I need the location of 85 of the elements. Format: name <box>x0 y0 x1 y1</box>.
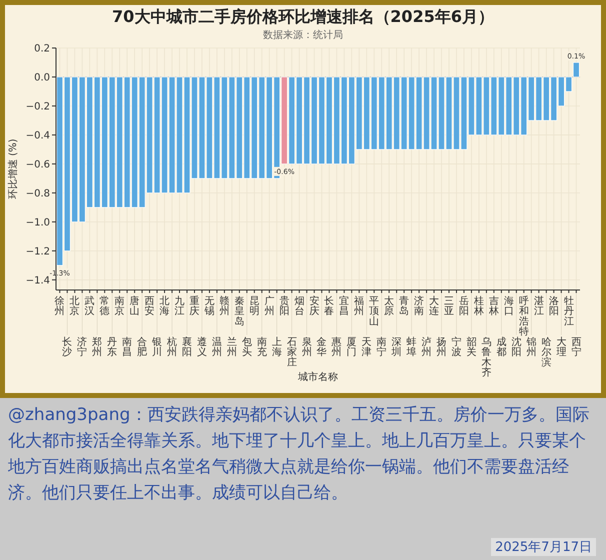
y-axis-title: 环比增速 (%) <box>7 138 19 200</box>
x-tick-label: 韶关 <box>466 336 476 358</box>
x-tick-label: 青岛 <box>399 295 410 318</box>
x-tick-label: 烟台 <box>294 295 304 318</box>
x-tick-label: 郑州 <box>92 336 102 358</box>
x-axis-title: 城市名称 <box>297 371 338 383</box>
y-tick-label: −0.2 <box>26 101 50 112</box>
x-tick-label: 湛江 <box>534 295 544 318</box>
x-tick-label: 宁波 <box>451 336 462 358</box>
x-tick-label: 锦州 <box>525 337 536 358</box>
x-tick-label: 昆明 <box>249 296 260 318</box>
y-tick-label: −0.6 <box>26 159 50 170</box>
x-tick-label: 常德 <box>100 295 110 318</box>
x-tick-label: 北海 <box>160 295 170 318</box>
x-tick-label: 福州 <box>354 295 364 318</box>
x-tick-label: 北京 <box>70 295 80 318</box>
x-tick-label: 无锡 <box>203 296 214 318</box>
x-tick-label: 秦皇岛 <box>234 296 244 328</box>
x-tick-label: 温州 <box>212 336 222 358</box>
y-tick-label: 0.2 <box>34 44 50 54</box>
x-tick-label: 蚌埠 <box>406 336 417 358</box>
x-tick-label: 兰州 <box>226 336 237 358</box>
x-tick-label: 乌鲁木齐 <box>481 336 492 379</box>
x-tick-label: 唐山 <box>130 295 140 318</box>
x-tick-label: 宜昌 <box>339 295 350 318</box>
x-tick-label: 徐州 <box>54 295 65 318</box>
x-tick-label: 杭州 <box>166 336 178 358</box>
x-tick-label: 襄阳 <box>182 336 192 358</box>
x-tick-label: 贵阳 <box>279 295 290 318</box>
x-tick-label: 金华 <box>316 336 327 358</box>
x-tick-label: 银川 <box>151 337 162 358</box>
x-tick-label: 武汉 <box>84 295 95 318</box>
x-tick-label: 大连 <box>429 295 440 318</box>
x-tick-label: 泸州 <box>422 336 432 358</box>
x-tick-label: 沈阳 <box>511 336 522 358</box>
x-tick-label: 遵义 <box>196 336 207 358</box>
x-tick-label: 长春 <box>324 295 334 318</box>
x-tick-label: 太原 <box>384 295 394 318</box>
chart-subtitle: 数据来源：统计局 <box>263 29 343 41</box>
x-tick-label: 哈尔滨 <box>541 336 552 368</box>
x-tick-label: 扬州 <box>436 336 447 358</box>
x-tick-label: 平顶山 <box>369 296 380 328</box>
y-tick-label: −1.2 <box>26 246 50 258</box>
x-tick-label: 三亚 <box>444 296 454 318</box>
x-tick-label: 呼和浩特 <box>518 295 529 338</box>
x-tick-label: 丹东 <box>107 337 118 358</box>
y-tick-label: −1.0 <box>26 217 50 228</box>
x-tick-label: 南宁 <box>376 336 387 358</box>
x-tick-label: 安庆 <box>309 295 320 318</box>
x-tick-label: 长沙 <box>62 336 72 358</box>
x-tick-label: 大理 <box>556 336 566 358</box>
x-tick-label: 济宁 <box>77 336 88 358</box>
chart-title: 70大中城市二手房价格环比增速排名（2025年6月） <box>112 7 494 26</box>
x-tick-label: 南昌 <box>122 336 132 358</box>
x-tick-label: 南充 <box>256 336 267 358</box>
x-tick-label: 九江 <box>174 295 185 318</box>
x-tick-label: 石家庄 <box>286 337 297 368</box>
x-tick-label: 上海 <box>272 336 282 358</box>
x-tick-label: 海口 <box>504 295 514 318</box>
x-tick-label: 惠州 <box>330 336 342 358</box>
x-tick-label: 泉州 <box>302 336 312 358</box>
x-tick-label: 吉林 <box>488 295 499 318</box>
x-tick-label: 桂林 <box>472 295 484 318</box>
x-tick-label: 南京 <box>114 295 125 318</box>
x-tick-label: 成都 <box>496 336 506 358</box>
x-tick-label: 西宁 <box>571 337 582 358</box>
y-tick-label: −1.4 <box>26 275 50 286</box>
y-tick-label: −0.8 <box>26 188 50 200</box>
x-tick-label: 包头 <box>242 336 252 358</box>
x-tick-label: 厦门 <box>346 337 357 358</box>
text: 2025年7月17日 <box>491 538 596 556</box>
x-tick-label: 洛阳 <box>548 295 559 318</box>
text: @zhang3pang：西安跌得亲妈都不认识了。工资三千五。房价一万多。国际化大都市接活全得靠关系。地下埋了十几个皇上。地上几百万皇上。只要某个地方百姓商贩搞出点名堂名气稍微大点就是给你一锅端。他们不需要盘活经济。他们只要任上不出事。成绩可以自己给。 <box>8 404 590 505</box>
x-tick-label: 西安 <box>144 296 155 318</box>
x-tick-label: 广州 <box>264 295 274 318</box>
x-tick-label: 赣州 <box>219 295 230 318</box>
x-tick-label: 岳阳 <box>458 295 469 318</box>
x-tick-label: 重庆 <box>189 295 200 318</box>
x-tick-label: 天津 <box>362 337 372 358</box>
y-tick-label: 0.0 <box>34 72 50 84</box>
x-tick-label: 深圳 <box>390 336 402 358</box>
x-tick-label: 济南 <box>414 295 424 318</box>
x-tick-label: 合肥 <box>137 336 148 358</box>
y-tick-label: −0.4 <box>26 130 50 142</box>
x-tick-label: 牡丹江 <box>564 295 574 328</box>
